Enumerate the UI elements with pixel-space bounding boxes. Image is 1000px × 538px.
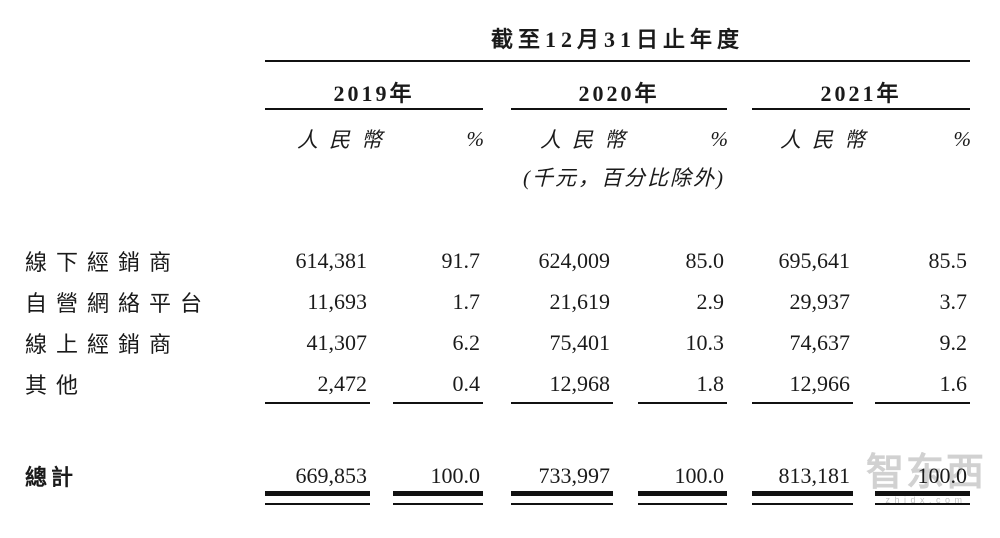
total-double-rule <box>393 491 483 505</box>
subtotal-rule-row <box>0 402 995 404</box>
total-label: 總計 <box>25 465 78 490</box>
cell-2021-rmb: 74,637 <box>789 329 851 355</box>
total-row: 總計 669,853 100.0 733,997 100.0 813,181 1… <box>0 459 995 493</box>
top-rule-row <box>0 60 995 62</box>
year-underline-2020 <box>511 108 727 110</box>
table-row: 自營網絡平台 11,693 1.7 21,619 2.9 29,937 3.7 <box>0 281 995 322</box>
cell-2020-pct: 2.9 <box>696 288 725 314</box>
cell-2019-pct: 91.7 <box>441 247 481 273</box>
cell-2019-rmb: 11,693 <box>307 288 367 314</box>
subtotal-rule <box>265 402 370 404</box>
table-row: 線上經銷商 41,307 6.2 75,401 10.3 74,637 9.2 <box>0 322 995 363</box>
cell-2019-pct: 0.4 <box>452 370 481 396</box>
year-header-2021: 2021年 <box>820 81 902 106</box>
row-label: 線上經銷商 <box>25 331 181 357</box>
subtotal-rule <box>875 402 970 404</box>
subtotal-rule <box>511 402 613 404</box>
percent-header-2020: % <box>710 127 729 151</box>
watermark-domain: zhidx.com <box>885 495 967 505</box>
table-row: 線下經銷商 614,381 91.7 624,009 85.0 695,641 … <box>0 240 995 281</box>
row-label: 其他 <box>25 372 88 398</box>
currency-header-2019: 人民幣 <box>297 128 393 152</box>
cell-2020-rmb: 21,619 <box>549 288 611 314</box>
unit-note-row: (千元，百分比除外) <box>0 162 995 190</box>
cell-2021-pct: 85.5 <box>928 247 968 273</box>
year-header-row: 2019年 2020年 2021年 <box>0 76 995 106</box>
subtotal-rule <box>393 402 483 404</box>
watermark-logo: 智东西 <box>865 452 986 494</box>
cell-2020-rmb: 12,968 <box>549 370 611 396</box>
cell-2019-rmb: 41,307 <box>306 329 368 355</box>
year-header-2020: 2020年 <box>578 81 660 106</box>
total-2020-pct: 100.0 <box>674 463 725 488</box>
year-underline-row <box>0 108 995 110</box>
percent-header-2021: % <box>953 127 972 151</box>
subtotal-rule <box>752 402 853 404</box>
cell-2020-pct: 10.3 <box>685 329 725 355</box>
watermark: 智东西 zhidx.com <box>852 454 1000 505</box>
cell-2020-rmb: 75,401 <box>549 329 611 355</box>
cell-2021-pct: 9.2 <box>939 329 968 355</box>
cell-2019-rmb: 614,381 <box>295 247 368 273</box>
cell-2021-rmb: 695,641 <box>778 247 851 273</box>
column-header-row: 人民幣 % 人民幣 % 人民幣 % <box>0 124 995 152</box>
cell-2019-pct: 1.7 <box>452 288 481 314</box>
currency-header-2021: 人民幣 <box>780 128 876 152</box>
cell-2020-rmb: 624,009 <box>538 247 611 273</box>
total-double-rule <box>265 491 370 505</box>
unit-note: (千元，百分比除外) <box>523 166 725 190</box>
total-2019-rmb: 669,853 <box>295 463 368 488</box>
row-label: 自營網絡平台 <box>25 290 212 316</box>
year-underline-2019 <box>265 108 483 110</box>
year-underline-2021 <box>752 108 970 110</box>
total-double-rule <box>511 491 613 505</box>
cell-2020-pct: 1.8 <box>696 370 725 396</box>
cell-2021-rmb: 12,966 <box>789 370 851 396</box>
total-2020-rmb: 733,997 <box>538 463 611 488</box>
period-header: 截至12月31日止年度 <box>490 27 744 52</box>
total-double-rule <box>638 491 727 505</box>
table-row: 其他 2,472 0.4 12,968 1.8 12,966 1.6 <box>0 363 995 404</box>
cell-2019-pct: 6.2 <box>452 329 481 355</box>
cell-2021-rmb: 29,937 <box>789 288 851 314</box>
year-header-2019: 2019年 <box>333 81 415 106</box>
cell-2021-pct: 3.7 <box>939 288 968 314</box>
total-double-rule-row <box>0 491 995 505</box>
cell-2019-rmb: 2,472 <box>317 370 368 396</box>
total-2019-pct: 100.0 <box>430 463 481 488</box>
total-double-rule <box>752 491 853 505</box>
subtotal-rule <box>638 402 727 404</box>
currency-header-2020: 人民幣 <box>540 128 636 152</box>
cell-2021-pct: 1.6 <box>939 370 968 396</box>
total-2021-rmb: 813,181 <box>778 463 851 488</box>
row-label: 線下經銷商 <box>25 249 181 275</box>
total-double-rule <box>875 491 970 505</box>
total-2021-pct: 100.0 <box>917 463 968 488</box>
period-header-row: 截至12月31日止年度 <box>0 22 995 52</box>
percent-header-2019: % <box>466 127 485 151</box>
top-rule <box>265 60 970 62</box>
cell-2020-pct: 85.0 <box>685 247 725 273</box>
